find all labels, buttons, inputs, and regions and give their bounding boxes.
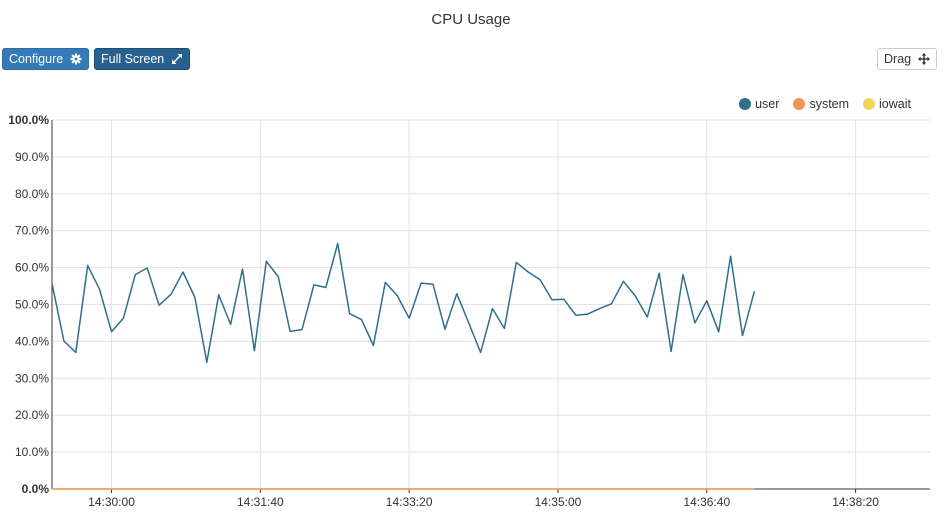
y-tick-label: 50.0% [15,298,49,312]
y-tick-label: 0.0% [22,482,50,496]
y-tick-label: 70.0% [15,224,49,238]
legend-swatch [739,98,752,110]
legend-item-system[interactable]: system [793,97,849,111]
legend-item-iowait[interactable]: iowait [863,97,911,111]
fullscreen-button-label: Full Screen [101,52,165,66]
gear-icon [70,53,82,65]
y-tick-label: 80.0% [15,187,49,201]
legend-item-user[interactable]: user [739,97,779,111]
x-tick-label: 14:33:20 [386,495,433,509]
x-tick-label: 14:31:40 [237,495,284,509]
x-tick-label: 14:35:00 [535,495,582,509]
chart-title: CPU Usage [431,11,511,28]
move-arrows-icon [918,53,931,65]
y-tick-label: 30.0% [15,371,49,385]
y-tick-label: 100.0% [8,113,49,127]
y-tick-label: 10.0% [15,445,49,459]
legend-label: system [809,97,850,111]
x-tick-label: 14:38:20 [832,495,879,509]
fullscreen-button[interactable]: Full Screen [94,48,191,70]
x-tick-label: 14:36:40 [683,495,730,509]
expand-arrows-icon [171,53,183,65]
chart-legend: user system iowait [739,97,911,111]
y-tick-label: 40.0% [15,334,49,348]
drag-button-label: Drag [884,52,912,66]
legend-swatch [863,98,876,110]
drag-button[interactable]: Drag [877,48,938,70]
legend-swatch [793,98,806,110]
legend-label: iowait [879,97,911,111]
x-tick-label: 14:30:00 [88,495,135,509]
configure-button[interactable]: Configure [2,48,90,70]
y-tick-label: 60.0% [15,261,49,275]
legend-label: user [755,97,780,111]
y-tick-label: 20.0% [15,408,49,422]
y-tick-label: 90.0% [15,150,49,164]
configure-button-label: Configure [9,52,64,66]
series-line-user [51,242,756,364]
